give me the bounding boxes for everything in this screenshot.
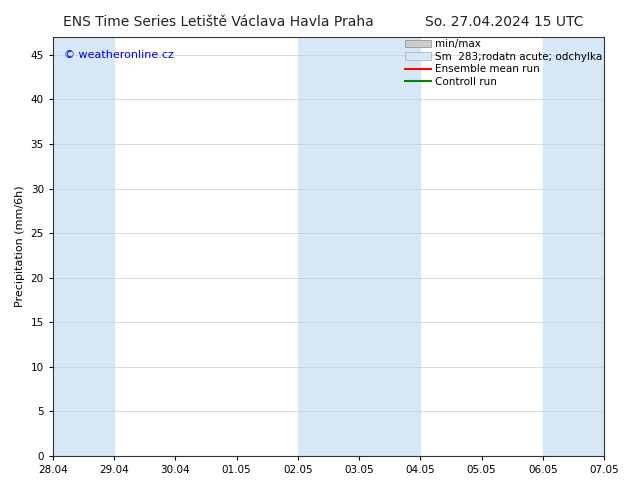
- Y-axis label: Precipitation (mm/6h): Precipitation (mm/6h): [15, 186, 25, 307]
- Text: So. 27.04.2024 15 UTC: So. 27.04.2024 15 UTC: [425, 15, 583, 29]
- Text: © weatheronline.cz: © weatheronline.cz: [64, 49, 174, 60]
- Bar: [359, 37, 420, 456]
- Bar: [53, 37, 114, 456]
- Bar: [543, 37, 604, 456]
- Bar: [298, 37, 359, 456]
- Legend: min/max, Sm  283;rodatn acute; odchylka, Ensemble mean run, Controll run: min/max, Sm 283;rodatn acute; odchylka, …: [404, 39, 602, 87]
- Text: ENS Time Series Letiště Václava Havla Praha: ENS Time Series Letiště Václava Havla Pr…: [63, 15, 374, 29]
